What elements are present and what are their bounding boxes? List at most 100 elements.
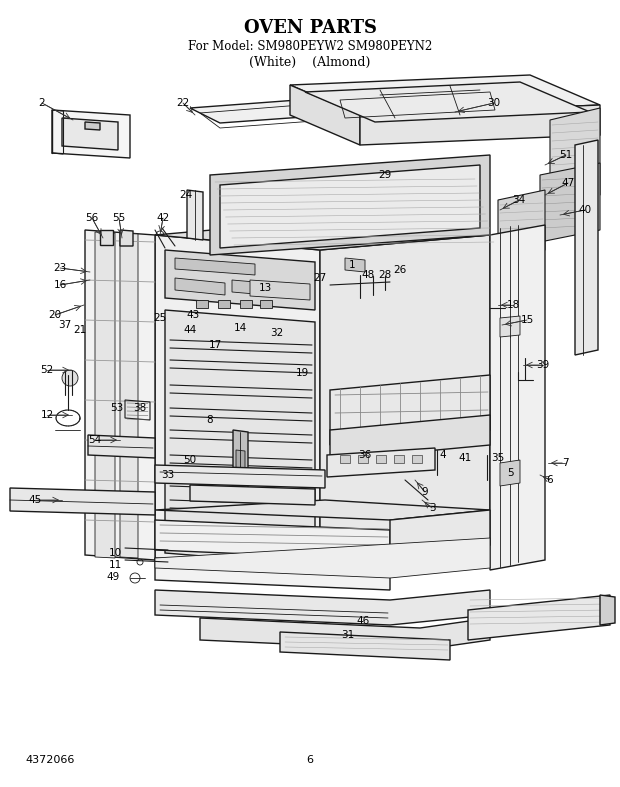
Polygon shape <box>175 278 225 295</box>
Text: 6: 6 <box>306 755 314 765</box>
Text: 11: 11 <box>108 560 122 570</box>
Text: (White)    (Almond): (White) (Almond) <box>249 56 371 68</box>
Polygon shape <box>390 510 490 555</box>
Text: 23: 23 <box>53 263 66 273</box>
Text: 21: 21 <box>73 325 87 335</box>
Polygon shape <box>232 280 255 294</box>
Polygon shape <box>85 122 100 130</box>
Polygon shape <box>10 488 155 515</box>
Text: 56: 56 <box>86 213 99 223</box>
Bar <box>394 455 404 463</box>
Text: 35: 35 <box>492 453 505 463</box>
Polygon shape <box>500 316 520 337</box>
Polygon shape <box>187 190 203 240</box>
Text: For Model: SM980PEYW2 SM980PEYN2: For Model: SM980PEYW2 SM980PEYN2 <box>188 39 432 53</box>
Text: OVEN PARTS: OVEN PARTS <box>244 19 376 37</box>
Polygon shape <box>155 538 490 578</box>
Polygon shape <box>155 558 390 590</box>
Polygon shape <box>155 235 320 575</box>
Text: 49: 49 <box>107 572 120 582</box>
Polygon shape <box>85 230 155 560</box>
Text: 7: 7 <box>562 458 569 468</box>
Text: 4: 4 <box>440 450 446 460</box>
Text: 36: 36 <box>358 450 371 460</box>
Text: 9: 9 <box>422 487 428 497</box>
Polygon shape <box>540 163 600 242</box>
Polygon shape <box>236 450 245 475</box>
Text: 51: 51 <box>559 150 573 160</box>
Polygon shape <box>52 110 130 158</box>
Polygon shape <box>210 155 490 255</box>
Polygon shape <box>62 118 118 150</box>
Polygon shape <box>330 375 490 445</box>
Polygon shape <box>550 108 600 207</box>
Bar <box>376 455 386 463</box>
Text: 16: 16 <box>53 280 66 290</box>
Polygon shape <box>100 230 113 245</box>
Polygon shape <box>305 82 590 122</box>
Text: 3: 3 <box>428 503 435 513</box>
Text: 1: 1 <box>348 260 355 270</box>
Text: 45: 45 <box>29 495 42 505</box>
Polygon shape <box>250 280 310 300</box>
Text: 28: 28 <box>378 270 392 280</box>
Text: 50: 50 <box>184 455 197 465</box>
Polygon shape <box>190 485 315 505</box>
Polygon shape <box>290 85 360 145</box>
Text: 24: 24 <box>179 190 193 200</box>
Polygon shape <box>327 448 435 477</box>
Text: 5: 5 <box>507 468 513 478</box>
Polygon shape <box>490 225 545 570</box>
Bar <box>340 455 350 463</box>
Circle shape <box>62 370 78 386</box>
Bar <box>218 300 230 308</box>
Polygon shape <box>233 430 248 500</box>
Text: 34: 34 <box>512 195 526 205</box>
Text: 46: 46 <box>356 616 370 626</box>
Polygon shape <box>120 230 133 246</box>
Circle shape <box>404 477 412 485</box>
Polygon shape <box>120 233 138 558</box>
Text: 53: 53 <box>110 403 123 413</box>
Polygon shape <box>500 460 520 486</box>
Bar <box>260 300 272 308</box>
Text: 30: 30 <box>487 98 500 108</box>
Polygon shape <box>468 595 610 640</box>
Text: 15: 15 <box>520 315 534 325</box>
Text: 12: 12 <box>40 410 53 420</box>
Text: 20: 20 <box>48 310 61 320</box>
Circle shape <box>434 454 440 460</box>
Text: 17: 17 <box>208 340 221 350</box>
Text: 26: 26 <box>393 265 407 275</box>
Text: 2: 2 <box>38 98 45 108</box>
Text: 19: 19 <box>295 368 309 378</box>
Bar <box>412 455 422 463</box>
Text: applianceparts.com: applianceparts.com <box>255 410 365 420</box>
Polygon shape <box>498 190 545 260</box>
Polygon shape <box>155 590 490 625</box>
Text: 33: 33 <box>161 470 175 480</box>
Polygon shape <box>175 258 255 275</box>
Text: 54: 54 <box>89 435 102 445</box>
Text: 6: 6 <box>547 475 553 485</box>
Circle shape <box>421 499 429 507</box>
Polygon shape <box>600 595 615 625</box>
Polygon shape <box>165 310 315 565</box>
Polygon shape <box>290 75 600 115</box>
Text: 8: 8 <box>206 415 213 425</box>
Bar <box>358 455 368 463</box>
Text: 14: 14 <box>233 323 247 333</box>
Text: 41: 41 <box>458 453 472 463</box>
Text: 39: 39 <box>536 360 549 370</box>
Polygon shape <box>320 235 490 575</box>
Polygon shape <box>258 282 278 295</box>
Text: 29: 29 <box>378 170 392 180</box>
Polygon shape <box>190 85 540 123</box>
Circle shape <box>430 450 444 464</box>
Polygon shape <box>200 618 490 650</box>
Bar <box>196 300 208 308</box>
Text: 38: 38 <box>133 403 146 413</box>
Polygon shape <box>88 435 155 458</box>
Polygon shape <box>220 165 480 248</box>
Text: 27: 27 <box>313 273 327 283</box>
